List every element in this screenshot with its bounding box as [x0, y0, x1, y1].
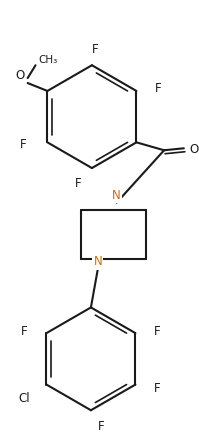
- Text: N: N: [112, 189, 121, 202]
- Text: F: F: [21, 325, 28, 338]
- Text: CH₃: CH₃: [39, 55, 58, 65]
- Text: F: F: [98, 420, 104, 433]
- Text: F: F: [75, 178, 81, 191]
- Text: N: N: [94, 255, 102, 268]
- Text: Cl: Cl: [19, 392, 30, 405]
- Text: F: F: [154, 382, 160, 395]
- Text: O: O: [15, 68, 24, 82]
- Text: F: F: [155, 82, 161, 95]
- Text: O: O: [189, 143, 198, 156]
- Text: F: F: [20, 138, 27, 151]
- Text: F: F: [154, 325, 160, 338]
- Text: F: F: [92, 43, 98, 56]
